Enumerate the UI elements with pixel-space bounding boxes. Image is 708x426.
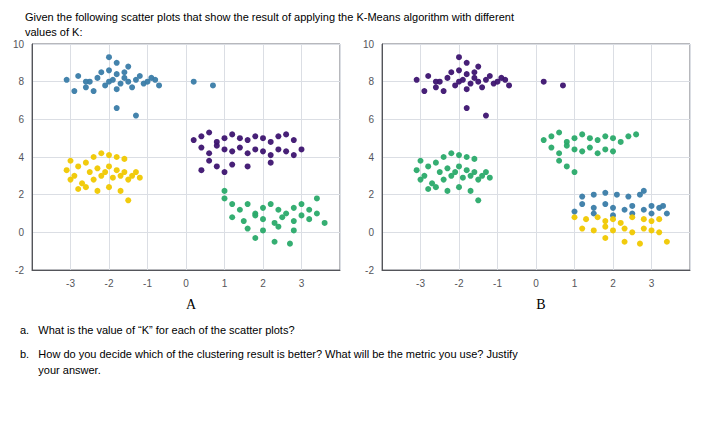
svg-text:values of K:: values of K: xyxy=(25,26,82,38)
svg-text:8: 8 xyxy=(18,76,24,87)
svg-text:0: 0 xyxy=(533,278,539,289)
svg-text:2: 2 xyxy=(260,278,266,289)
svg-text:4: 4 xyxy=(18,152,24,163)
svg-text:3: 3 xyxy=(299,278,305,289)
svg-text:-2: -2 xyxy=(15,265,24,276)
svg-text:2: 2 xyxy=(18,189,24,200)
svg-text:3: 3 xyxy=(649,278,655,289)
svg-text:B: B xyxy=(536,297,545,312)
svg-text:-3: -3 xyxy=(66,278,75,289)
svg-text:6: 6 xyxy=(18,114,24,125)
svg-text:10: 10 xyxy=(363,39,375,50)
svg-text:-2: -2 xyxy=(105,278,114,289)
svg-text:1: 1 xyxy=(222,278,228,289)
svg-text:your answer.: your answer. xyxy=(20,364,101,376)
svg-text:6: 6 xyxy=(368,114,374,125)
svg-text:-3: -3 xyxy=(416,278,425,289)
svg-text:2: 2 xyxy=(610,278,616,289)
svg-text:1: 1 xyxy=(572,278,578,289)
svg-text:-1: -1 xyxy=(143,278,152,289)
svg-text:4: 4 xyxy=(368,152,374,163)
svg-text:0: 0 xyxy=(183,278,189,289)
svg-text:8: 8 xyxy=(368,76,374,87)
svg-text:10: 10 xyxy=(13,39,25,50)
svg-text:-1: -1 xyxy=(493,278,502,289)
svg-text:0: 0 xyxy=(18,227,24,238)
svg-text:a. What is the value of “K”: a. What is the value of “K” for each of … xyxy=(20,324,295,336)
svg-text:A: A xyxy=(186,297,197,312)
svg-text:2: 2 xyxy=(368,189,374,200)
svg-text:-2: -2 xyxy=(455,278,464,289)
svg-text:Given the following scatter pl: Given the following scatter plots that s… xyxy=(25,11,514,23)
svg-text:-2: -2 xyxy=(365,265,374,276)
svg-text:b. How do you decide which o: b. How do you decide which of the cluste… xyxy=(20,348,518,360)
svg-text:0: 0 xyxy=(368,227,374,238)
